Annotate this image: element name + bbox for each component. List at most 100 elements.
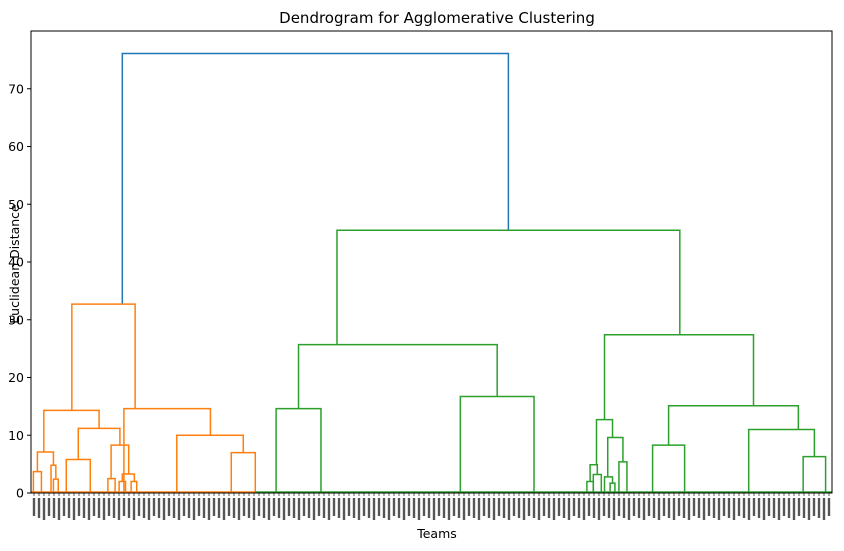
plot-frame <box>30 30 833 494</box>
x-leaf-label-mark <box>82 498 86 518</box>
dendrogram-link-14 <box>123 407 212 493</box>
x-leaf-label-mark <box>142 498 146 518</box>
x-leaf-label-mark <box>42 498 46 520</box>
x-leaf-label-mark <box>417 498 421 520</box>
x-leaf-label-mark <box>197 498 201 516</box>
dendrogram-link-4 <box>32 470 43 493</box>
x-leaf-label-mark <box>607 498 611 518</box>
dendrogram-link-3 <box>36 451 55 472</box>
x-leaf-label-mark <box>162 498 166 520</box>
x-leaf-label-mark <box>317 498 321 516</box>
x-leaf-label-mark <box>772 498 776 518</box>
dendrogram-link-28 <box>609 482 616 493</box>
x-leaf-label-mark <box>457 498 461 518</box>
x-leaf-label-mark <box>522 498 526 520</box>
x-leaf-label-mark <box>572 498 576 516</box>
x-leaf-label-mark <box>207 498 211 520</box>
x-leaf-label-mark <box>752 498 756 516</box>
x-leaf-label-mark <box>352 498 356 518</box>
x-leaf-label-mark <box>547 498 551 518</box>
x-leaf-label-mark <box>807 498 811 520</box>
x-leaf-label-mark <box>337 498 341 518</box>
dendrogram-link-27 <box>603 476 614 493</box>
y-tick-label-0: 0 <box>16 486 24 501</box>
x-leaf-label-mark <box>432 498 436 520</box>
x-leaf-label-mark <box>497 498 501 516</box>
x-leaf-label-mark <box>662 498 666 516</box>
x-leaf-label-mark <box>212 498 216 516</box>
x-axis-label: Teams <box>416 526 457 541</box>
x-leaf-label-mark <box>827 498 831 516</box>
dendrogram-link-30 <box>667 405 800 446</box>
x-leaf-label-mark <box>437 498 441 516</box>
x-leaf-label-mark <box>582 498 586 520</box>
x-leaf-label-mark <box>77 498 81 516</box>
dendrogram-link-8 <box>65 458 92 493</box>
x-leaf-label-mark <box>492 498 496 520</box>
x-leaf-label-mark <box>757 498 761 518</box>
x-leaf-label-mark <box>172 498 176 518</box>
x-leaf-label-mark <box>102 498 106 520</box>
dendrogram-link-18 <box>297 343 498 409</box>
y-tick-label-10: 10 <box>8 428 24 443</box>
y-tick-label-40: 40 <box>8 255 24 270</box>
x-leaf-label-mark <box>592 498 596 518</box>
x-leaf-label-mark <box>577 498 581 518</box>
dendrogram-link-23 <box>589 463 599 482</box>
x-leaf-label-mark <box>782 498 786 516</box>
x-leaf-label-mark <box>112 498 116 518</box>
x-leaf-label-mark <box>742 498 746 518</box>
x-leaf-label-mark <box>257 498 261 516</box>
x-leaf-label-mark <box>507 498 511 520</box>
x-leaf-label-mark <box>422 498 426 516</box>
dendrogram-link-29 <box>618 461 628 493</box>
x-leaf-label-mark <box>157 498 161 518</box>
x-leaf-label-mark <box>297 498 301 520</box>
x-leaf-label-mark <box>597 498 601 520</box>
dendrogram-link-11 <box>121 473 136 482</box>
x-leaf-label-mark <box>712 498 716 518</box>
x-leaf-label-mark <box>767 498 771 516</box>
dendrogram-link-9 <box>110 444 130 479</box>
x-leaf-label-mark <box>812 498 816 516</box>
x-leaf-label-mark <box>732 498 736 520</box>
x-leaf-label-mark <box>287 498 291 516</box>
x-leaf-label-mark <box>232 498 236 518</box>
x-leaf-label-mark <box>722 498 726 516</box>
x-leaf-label-mark <box>502 498 506 518</box>
dendrogram-link-31 <box>651 444 686 493</box>
dendrogram-link-21 <box>603 334 755 420</box>
x-leaf-label-mark <box>452 498 456 516</box>
x-leaf-label-mark <box>132 498 136 520</box>
x-leaf-label-mark <box>242 498 246 516</box>
x-leaf-label-mark <box>52 498 56 518</box>
x-leaf-label-mark <box>67 498 71 518</box>
x-leaf-label-mark <box>127 498 131 518</box>
x-leaf-label-mark <box>687 498 691 520</box>
x-leaf-label-mark <box>482 498 486 516</box>
x-leaf-label-mark <box>512 498 516 516</box>
x-leaf-label-mark <box>72 498 76 520</box>
x-leaf-label-mark <box>362 498 366 516</box>
x-leaf-label-mark <box>97 498 101 518</box>
x-leaf-label-mark <box>617 498 621 516</box>
x-leaf-label-mark <box>562 498 566 518</box>
x-leaf-label-mark <box>332 498 336 516</box>
x-leaf-label-mark <box>312 498 316 520</box>
dendrogram-link-12 <box>118 480 127 493</box>
x-leaf-label-mark <box>517 498 521 518</box>
x-leaf-label-mark <box>652 498 656 518</box>
x-leaf-label-mark <box>692 498 696 516</box>
x-leaf-label-mark <box>822 498 826 520</box>
x-leaf-label-mark <box>427 498 431 518</box>
x-leaf-label-mark <box>402 498 406 520</box>
x-leaf-label-mark <box>177 498 181 520</box>
dendrogram-link-33 <box>802 455 827 493</box>
x-leaf-label-mark <box>622 498 626 518</box>
dendrogram-link-25 <box>592 473 603 493</box>
x-leaf-label-mark <box>267 498 271 520</box>
x-leaf-label-mark <box>477 498 481 520</box>
x-leaf-label-mark <box>532 498 536 518</box>
x-leaf-label-mark <box>777 498 781 520</box>
x-leaf-label-mark <box>707 498 711 516</box>
